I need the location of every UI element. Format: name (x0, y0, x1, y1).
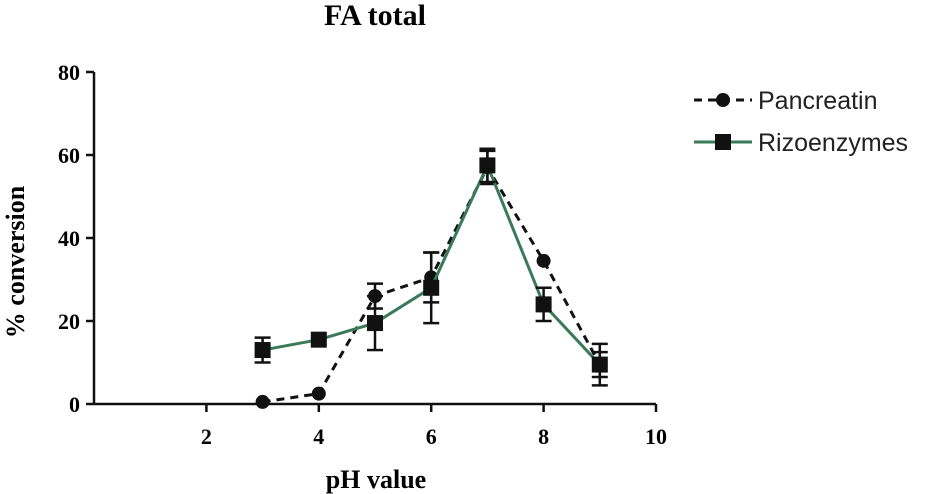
legend-label: Rizoenzymes (758, 129, 908, 157)
data-point (311, 386, 326, 401)
plot-area (254, 147, 608, 409)
y-tick-label: 20 (58, 309, 80, 334)
x-tick-label: 8 (538, 424, 549, 449)
chart-title: FA total (324, 0, 426, 32)
data-point (536, 253, 551, 268)
data-point (591, 356, 608, 373)
axis-ticks: 0 20 40 60 80 2 4 6 8 10 (58, 60, 667, 449)
x-tick-label: 6 (426, 424, 437, 449)
legend-label: Pancreatin (758, 87, 878, 115)
legend-marker (716, 93, 730, 107)
x-axis-title: pH value (326, 465, 426, 494)
data-point (310, 331, 327, 348)
legend-marker (715, 134, 731, 150)
legend: Pancreatin Rizoenzymes (694, 87, 908, 157)
y-tick-label: 60 (58, 143, 80, 168)
legend-item: Pancreatin (694, 87, 878, 115)
x-tick-label: 4 (313, 424, 324, 449)
data-point (254, 342, 271, 359)
series-rizoenzymes (254, 147, 608, 379)
x-tick-label: 10 (645, 424, 667, 449)
x-tick-label: 2 (201, 424, 212, 449)
y-axis-title: % conversion (1, 185, 30, 338)
data-point (255, 394, 270, 409)
data-point (535, 296, 552, 313)
y-tick-label: 40 (58, 226, 80, 251)
y-tick-label: 0 (69, 392, 80, 417)
y-tick-label: 80 (58, 60, 80, 85)
legend-item: Rizoenzymes (694, 129, 908, 157)
data-point (479, 157, 496, 174)
data-point (367, 315, 383, 332)
data-point (423, 279, 440, 296)
